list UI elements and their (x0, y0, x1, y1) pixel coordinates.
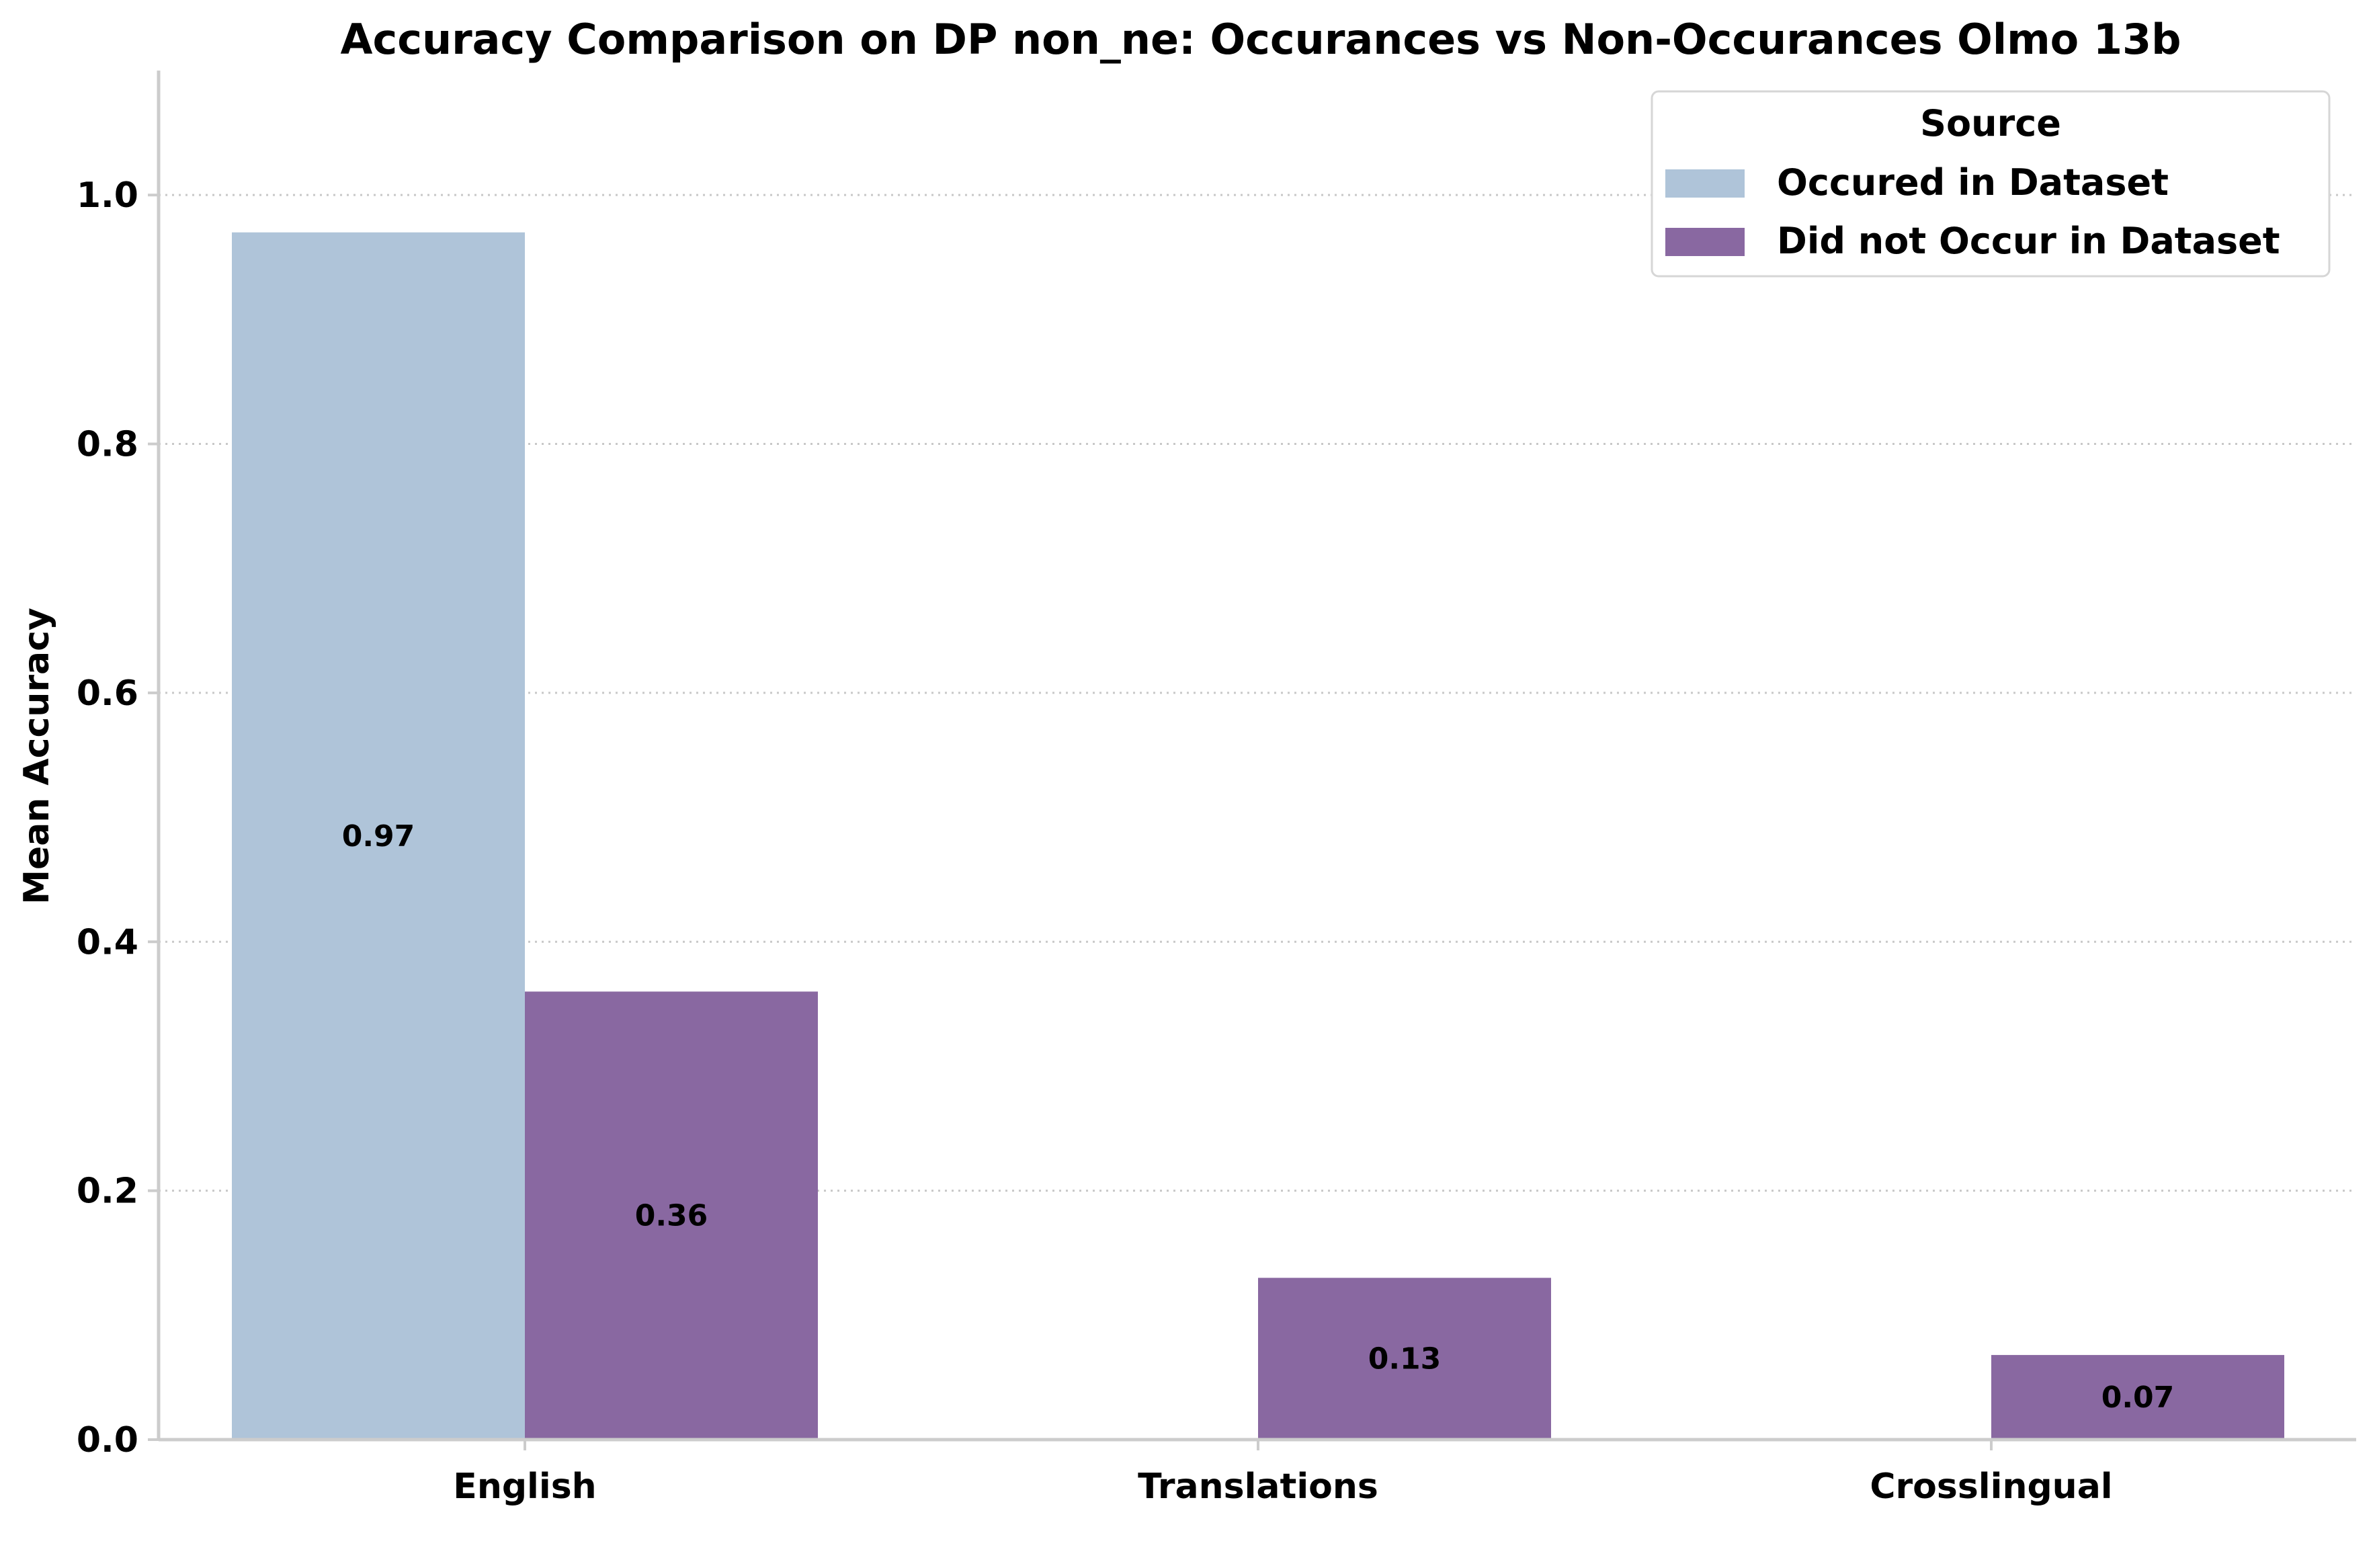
legend-box (1651, 90, 2331, 278)
bar (232, 232, 525, 1440)
x-tick-label: Crosslingual (1870, 1467, 2112, 1507)
legend-title: Source (1920, 102, 2061, 145)
y-tick-label: 0.4 (77, 922, 138, 962)
bar-labels: 0.97 0.36 0.13 0.07 (342, 819, 2175, 1415)
bars (232, 232, 2284, 1440)
legend-entry: Did not Occur in Dataset (1777, 220, 2280, 262)
y-axis-label: Mean Accuracy (17, 608, 57, 905)
data-label: 0.13 (1368, 1342, 1442, 1376)
bar (1991, 1355, 2284, 1440)
x-tick-label: English (453, 1467, 596, 1507)
legend-entry: Occured in Dataset (1777, 161, 2169, 204)
data-label: 0.97 (342, 819, 415, 854)
y-tick-label: 0.6 (77, 673, 138, 714)
y-tick-label: 0.0 (77, 1420, 138, 1460)
bar (525, 991, 818, 1440)
data-label: 0.36 (635, 1199, 708, 1233)
y-tick-label: 1.0 (77, 175, 138, 216)
legend: Source Occured in Dataset Did not Occur in… (1651, 90, 2331, 278)
data-label: 0.07 (2101, 1380, 2175, 1415)
ticks: 0.0 0.2 0.4 0.6 0.8 1.0 English Translations Cro… (77, 175, 2113, 1507)
chart-title: Accuracy Comparison on DP non_ne: Occura… (340, 15, 2181, 64)
y-tick-label: 0.8 (77, 425, 138, 465)
legend-swatch (1665, 169, 1745, 198)
legend-swatch (1665, 228, 1745, 256)
y-tick-label: 0.2 (77, 1171, 138, 1212)
bar (1258, 1278, 1551, 1440)
x-tick-label: Translations (1138, 1467, 1378, 1507)
